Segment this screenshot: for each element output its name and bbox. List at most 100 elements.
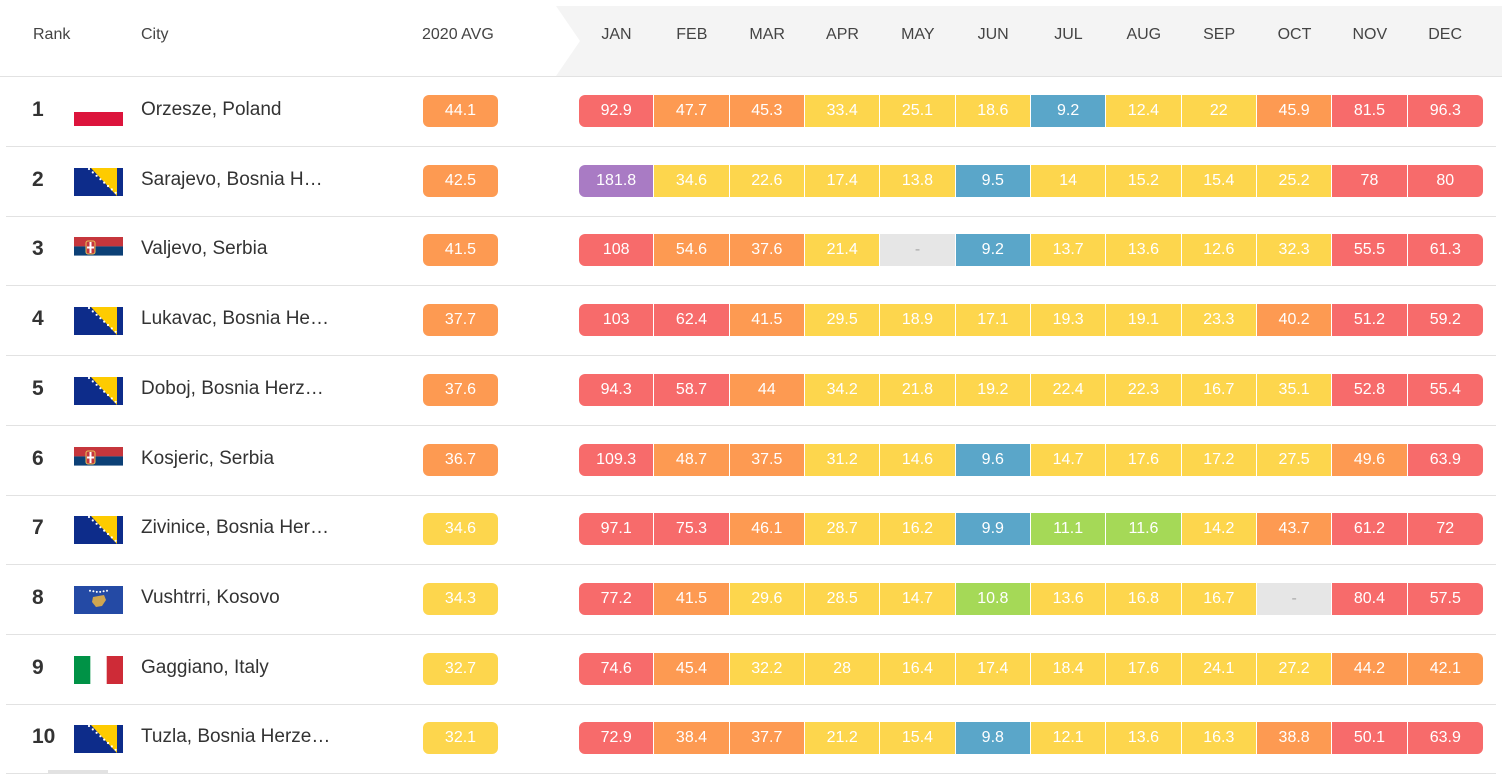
month-value-apr: 28 (804, 652, 881, 685)
city-name[interactable]: Tuzla, Bosnia Herze… (141, 726, 331, 748)
scrollbar[interactable] (48, 770, 108, 773)
month-value-jan: 109.3 (579, 443, 655, 476)
month-value-feb: 58.7 (654, 373, 730, 406)
month-value-dec: 59.2 (1407, 304, 1483, 337)
table-row[interactable]: 2 Sarajevo, Bosnia H… 42.5 181.8 34.6 22.6 17.… (6, 146, 1496, 217)
month-value-nov: 78 (1332, 164, 1408, 197)
month-value-nov: 61.2 (1332, 513, 1408, 546)
month-value-aug: 22.3 (1106, 373, 1182, 406)
month-column-header-jul[interactable]: JUL (1054, 26, 1083, 43)
table-row[interactable]: 9 Gaggiano, Italy 32.7 74.6 45.4 32.2 28 16.4 17… (6, 634, 1496, 705)
month-value-dec: 57.5 (1407, 582, 1483, 615)
rank-number: 8 (32, 585, 44, 609)
month-value-jan: 92.9 (579, 95, 655, 127)
month-column-header-mar[interactable]: MAR (749, 26, 785, 43)
month-value-oct: 43.7 (1256, 513, 1333, 546)
month-value-sep: 14.2 (1181, 513, 1257, 546)
month-column-header-dec[interactable]: DEC (1428, 26, 1463, 43)
month-value-may: 18.9 (880, 304, 956, 337)
monthly-values: 74.6 45.4 32.2 28 16.4 17.4 18.4 17.6 24.1 27.2 44… (579, 652, 1483, 685)
month-column-header-jun[interactable]: JUN (977, 26, 1009, 43)
month-value-mar: 37.6 (729, 234, 805, 267)
month-value-dec: 42.1 (1407, 652, 1483, 685)
month-value-jun: 10.8 (955, 582, 1031, 615)
city-name[interactable]: Lukavac, Bosnia He… (141, 308, 329, 330)
months-header-band (556, 6, 1502, 76)
month-value-may: - (880, 234, 956, 267)
month-value-aug: 16.8 (1106, 582, 1182, 615)
bosnia-flag-icon (74, 725, 123, 754)
table-row[interactable]: 3 Valjevo, Serbia 41.5 108 54.6 37.6 21.4-9.2 1… (6, 215, 1496, 287)
month-value-apr: 34.2 (804, 373, 881, 406)
month-value-sep: 24.1 (1181, 652, 1257, 685)
monthly-values: 92.9 47.7 45.3 33.4 25.1 18.6 9.2 12.4 22 45.9 81.… (579, 95, 1483, 127)
table-row[interactable]: 1 Orzesze, Poland 44.1 92.9 47.7 45.3 33.4 25.1… (6, 76, 1496, 147)
city-name[interactable]: Orzesze, Poland (141, 99, 282, 120)
table-row[interactable]: 8 Vushtrri, Kosovo 34.3 77.2 41.5 29.6 28.5 14.… (6, 564, 1496, 635)
month-value-feb: 47.7 (654, 95, 730, 127)
month-value-feb: 41.5 (654, 582, 730, 615)
city-name[interactable]: Gaggiano, Italy (141, 656, 269, 678)
month-value-jul: 22.4 (1030, 373, 1107, 406)
month-value-aug: 13.6 (1106, 722, 1182, 755)
month-column-header-sep[interactable]: SEP (1203, 26, 1236, 43)
city-name[interactable]: Valjevo, Serbia (141, 238, 268, 260)
rank-number: 3 (32, 237, 44, 261)
table-row[interactable]: 10 Tuzla, Bosnia Herze… 32.1 72.9 38.4 37.7 21… (6, 703, 1496, 774)
month-value-may: 15.4 (880, 722, 956, 755)
avg-value-badge: 42.5 (423, 164, 498, 197)
month-value-apr: 21.2 (804, 722, 881, 755)
month-value-apr: 31.2 (804, 443, 881, 476)
city-column-header[interactable]: City (141, 26, 169, 43)
month-column-header-jan[interactable]: JAN (601, 26, 632, 43)
table-row[interactable]: 6 Kosjeric, Serbia 36.7 109.3 48.7 37.5 31.2 14… (6, 425, 1496, 496)
avg-column-header[interactable]: 2020 AVG (422, 26, 494, 43)
bosnia-flag-icon (74, 307, 123, 336)
month-column-header-apr[interactable]: APR (826, 26, 859, 43)
month-value-sep: 15.4 (1181, 164, 1257, 197)
table-row[interactable]: 5 Doboj, Bosnia Herz… 37.6 94.3 58.7 44 34.2 21… (6, 355, 1496, 426)
month-value-nov: 50.1 (1332, 722, 1408, 755)
city-name[interactable]: Vushtrri, Kosovo (141, 586, 280, 608)
month-value-may: 21.8 (880, 373, 956, 406)
month-column-header-oct[interactable]: OCT (1277, 26, 1312, 43)
month-value-aug: 17.6 (1106, 443, 1182, 476)
month-value-feb: 75.3 (654, 513, 730, 546)
city-name[interactable]: Doboj, Bosnia Herz… (141, 377, 324, 399)
month-column-header-may[interactable]: MAY (901, 26, 935, 43)
month-value-sep: 16.3 (1181, 722, 1257, 755)
city-name[interactable]: Sarajevo, Bosnia H… (141, 168, 323, 190)
month-value-jun: 9.6 (955, 443, 1031, 476)
month-value-jan: 181.8 (579, 164, 655, 197)
month-value-nov: 52.8 (1332, 373, 1408, 406)
rank-number: 5 (32, 376, 44, 400)
month-column-header-feb[interactable]: FEB (676, 26, 708, 43)
month-column-header-aug[interactable]: AUG (1126, 26, 1162, 43)
serbia-flag-icon (74, 446, 123, 475)
table-row[interactable]: 4 Lukavac, Bosnia He… 37.7 103 62.4 41.5 29.5 1… (6, 285, 1496, 357)
month-value-jun: 18.6 (955, 95, 1031, 127)
month-value-oct: 32.3 (1256, 234, 1333, 267)
city-name[interactable]: Zivinice, Bosnia Her… (141, 517, 329, 539)
month-value-may: 14.7 (880, 582, 956, 615)
month-value-dec: 55.4 (1407, 373, 1483, 406)
table-row[interactable]: 7 Zivinice, Bosnia Her… 34.6 97.1 75.3 46.1 28… (6, 494, 1496, 566)
month-value-jun: 17.1 (955, 304, 1031, 337)
month-value-jan: 77.2 (579, 582, 655, 615)
month-value-aug: 17.6 (1106, 652, 1182, 685)
month-value-dec: 96.3 (1407, 95, 1483, 127)
month-value-jan: 72.9 (579, 722, 655, 755)
month-value-nov: 80.4 (1332, 582, 1408, 615)
month-value-dec: 61.3 (1407, 234, 1483, 267)
month-value-feb: 34.6 (654, 164, 730, 197)
month-value-may: 13.8 (880, 164, 956, 197)
rank-column-header[interactable]: Rank (33, 26, 71, 43)
avg-value-badge: 34.6 (423, 513, 498, 546)
month-value-jul: 14 (1030, 164, 1107, 197)
city-name[interactable]: Kosjeric, Serbia (141, 447, 275, 469)
month-column-header-nov[interactable]: NOV (1352, 26, 1388, 43)
month-value-mar: 37.5 (729, 443, 805, 476)
bosnia-flag-icon (74, 516, 123, 545)
month-value-feb: 45.4 (654, 652, 730, 685)
